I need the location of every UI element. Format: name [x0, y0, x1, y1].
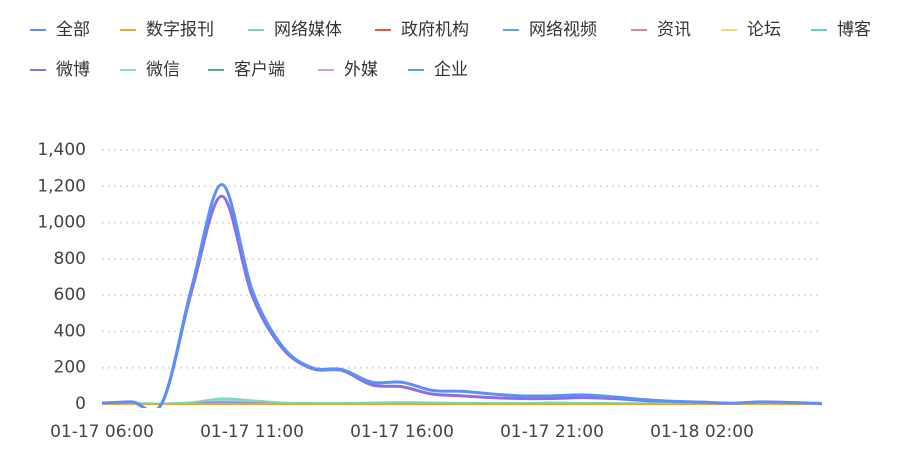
legend-label: 资讯: [657, 20, 691, 40]
legend-item[interactable]: 微博: [30, 60, 90, 80]
grid: [102, 150, 822, 404]
legend-item[interactable]: 博客: [811, 20, 871, 40]
y-tick-label: 400: [54, 321, 86, 341]
legend-label: 全部: [56, 20, 90, 40]
legend-item[interactable]: 网络媒体: [248, 20, 342, 40]
x-tick-label: 01-17 06:00: [50, 422, 154, 442]
legend-item[interactable]: 数字报刊: [120, 20, 214, 40]
series-line: [102, 196, 822, 411]
y-tick-label: 600: [54, 285, 86, 305]
legend-item[interactable]: 论坛: [721, 20, 781, 40]
legend-item[interactable]: 政府机构: [375, 20, 469, 40]
legend-label: 微博: [56, 60, 90, 80]
legend-label: 网络媒体: [274, 20, 342, 40]
legend-label: 数字报刊: [146, 20, 214, 40]
legend-item[interactable]: 企业: [408, 60, 468, 80]
legend-label: 网络视频: [529, 20, 597, 40]
legend-item[interactable]: 全部: [30, 20, 90, 40]
legend-label: 博客: [837, 20, 871, 40]
y-tick-label: 1,200: [37, 176, 86, 196]
x-tick-label: 01-17 16:00: [350, 422, 454, 442]
y-tick-label: 0: [75, 394, 86, 414]
y-tick-label: 1,400: [37, 140, 86, 160]
legend-item[interactable]: 客户端: [208, 60, 285, 80]
legend-label: 外媒: [344, 60, 378, 80]
legend-label: 政府机构: [401, 20, 469, 40]
legend-item[interactable]: 资讯: [631, 20, 691, 40]
y-tick-label: 200: [54, 358, 86, 378]
x-tick-label: 01-18 02:00: [650, 422, 754, 442]
plot-area: [102, 184, 822, 411]
legend-label: 企业: [434, 60, 468, 80]
legend-label: 微信: [146, 60, 180, 80]
legend-item[interactable]: 网络视频: [503, 20, 597, 40]
legend-label: 客户端: [234, 60, 285, 80]
y-tick-label: 800: [54, 249, 86, 269]
legend-label: 论坛: [747, 20, 781, 40]
legend-item[interactable]: 微信: [120, 60, 180, 80]
x-tick-label: 01-17 21:00: [500, 422, 604, 442]
x-tick-label: 01-17 11:00: [200, 422, 304, 442]
y-tick-label: 1,000: [37, 213, 86, 233]
legend-item[interactable]: 外媒: [318, 60, 378, 80]
